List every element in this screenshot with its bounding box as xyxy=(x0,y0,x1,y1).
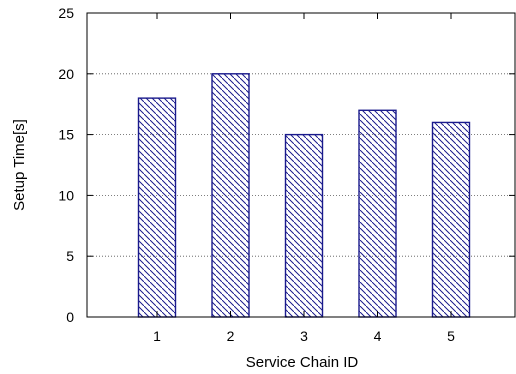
x-tick-label: 3 xyxy=(300,328,308,344)
bar-1 xyxy=(137,97,177,318)
x-tick-label: 1 xyxy=(153,328,161,344)
y-axis: 0 5 10 15 20 25 xyxy=(58,5,515,325)
x-tick-label: 2 xyxy=(227,328,235,344)
bar-3 xyxy=(284,133,324,318)
x-axis: 1 2 3 4 5 xyxy=(153,13,455,344)
plot-frame xyxy=(86,12,516,318)
y-tick-label: 10 xyxy=(58,187,74,203)
x-tick-label: 4 xyxy=(374,328,382,344)
bar-5 xyxy=(431,121,471,318)
y-tick-label: 0 xyxy=(66,309,74,325)
bar-2 xyxy=(211,73,250,318)
y-axis-title: Setup Time[s] xyxy=(11,119,28,211)
y-tick-label: 20 xyxy=(58,66,74,82)
y-tick-label: 15 xyxy=(58,127,74,143)
y-tick-label: 5 xyxy=(66,248,74,264)
y-tick-label: 25 xyxy=(58,5,74,21)
bars-group xyxy=(137,73,471,318)
x-tick-label: 5 xyxy=(447,328,455,344)
bar-4 xyxy=(358,109,397,318)
x-axis-title: Service Chain ID xyxy=(246,354,359,371)
